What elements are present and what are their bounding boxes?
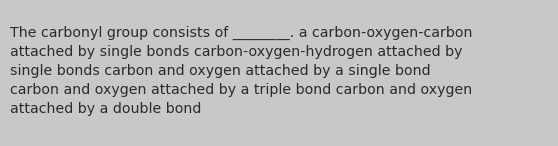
Text: The carbonyl group consists of ________. a carbon-oxygen-carbon
attached by sing: The carbonyl group consists of ________.… [10, 26, 473, 116]
